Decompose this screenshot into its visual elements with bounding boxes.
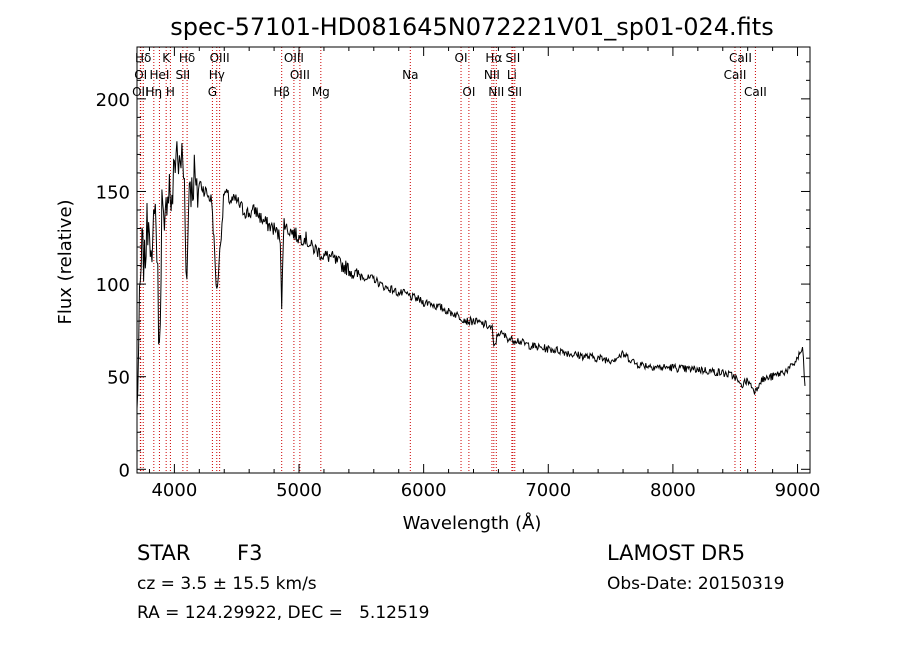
x-tick-label: 5000 [276, 480, 322, 501]
flux-line [136, 141, 806, 409]
redshift-cz: cz = 3.5 ± 15.5 km/s [137, 574, 317, 594]
spectral-line-label: Hδ [179, 51, 195, 65]
spectral-line-label: K [162, 51, 171, 65]
spectral-line-label: SII [176, 68, 191, 82]
spectral-line-label: Hα [485, 51, 502, 65]
y-tick-label: 150 [96, 182, 130, 203]
x-tick-label: 7000 [525, 480, 571, 501]
x-tick-label: 4000 [151, 480, 197, 501]
y-tick-label: 100 [96, 275, 130, 296]
spectrum-series [136, 141, 806, 409]
spectral-line-label: Mg [312, 85, 330, 99]
spectral-line-label: HeI [149, 68, 169, 82]
spectral-line-label: SII [506, 51, 521, 65]
y-axis-label: Flux (relative) [55, 199, 76, 324]
axis-ticks: 4000 5000 6000 7000 8000 9000 0 50 100 150 200 [96, 47, 821, 501]
chart-title: spec-57101-HD081645N072221V01_sp01-024.f… [170, 13, 773, 41]
object-subclass: F3 [237, 541, 263, 565]
spectral-line-label: CaII [724, 68, 747, 82]
y-tick-label: 200 [96, 90, 130, 111]
spectral-line-label: OIII [290, 68, 310, 82]
x-tick-label: 6000 [401, 480, 447, 501]
x-axis-label: Wavelength (Å) [403, 512, 542, 534]
spectral-line-label: OI [462, 85, 475, 99]
spectral-line-label: CaII [744, 85, 767, 99]
spectral-line-label: OIII [284, 51, 304, 65]
spectral-line-label: Na [402, 68, 418, 82]
x-tick-label: 9000 [775, 480, 821, 501]
spectral-line-label: Hγ [209, 68, 225, 82]
spectral-line-label: H [166, 85, 175, 99]
spectral-line-label: OII [132, 85, 149, 99]
spectral-line-label: OI [455, 51, 468, 65]
y-tick-label: 0 [119, 460, 130, 481]
plot-frame [136, 46, 811, 474]
survey-name: LAMOST DR5 [607, 541, 746, 565]
spectral-lines: HδOIOIIKHeIHηHHδSIIOIIIHγGOIIIOIIIHβMgNa… [132, 47, 767, 473]
x-tick-label: 8000 [650, 480, 696, 501]
spectral-line-label: Hη [146, 85, 163, 99]
spectral-line-label: NII [488, 85, 504, 99]
y-tick-label: 50 [107, 368, 130, 389]
observation-date: Obs-Date: 20150319 [607, 574, 785, 594]
spectral-line-label: CaII [729, 51, 752, 65]
coordinates: RA = 124.29922, DEC = 5.12519 [137, 603, 430, 623]
spectral-line-label: OIII [210, 51, 230, 65]
spectral-line-label: NII [484, 68, 500, 82]
spectral-line-label: G [208, 85, 217, 99]
spectral-line-label: Hβ [273, 85, 290, 99]
spectral-line-label: SII [507, 85, 522, 99]
spectral-line-label: Li [507, 68, 517, 82]
spectral-line-label: Hδ [135, 51, 151, 65]
object-class: STAR [137, 541, 191, 565]
